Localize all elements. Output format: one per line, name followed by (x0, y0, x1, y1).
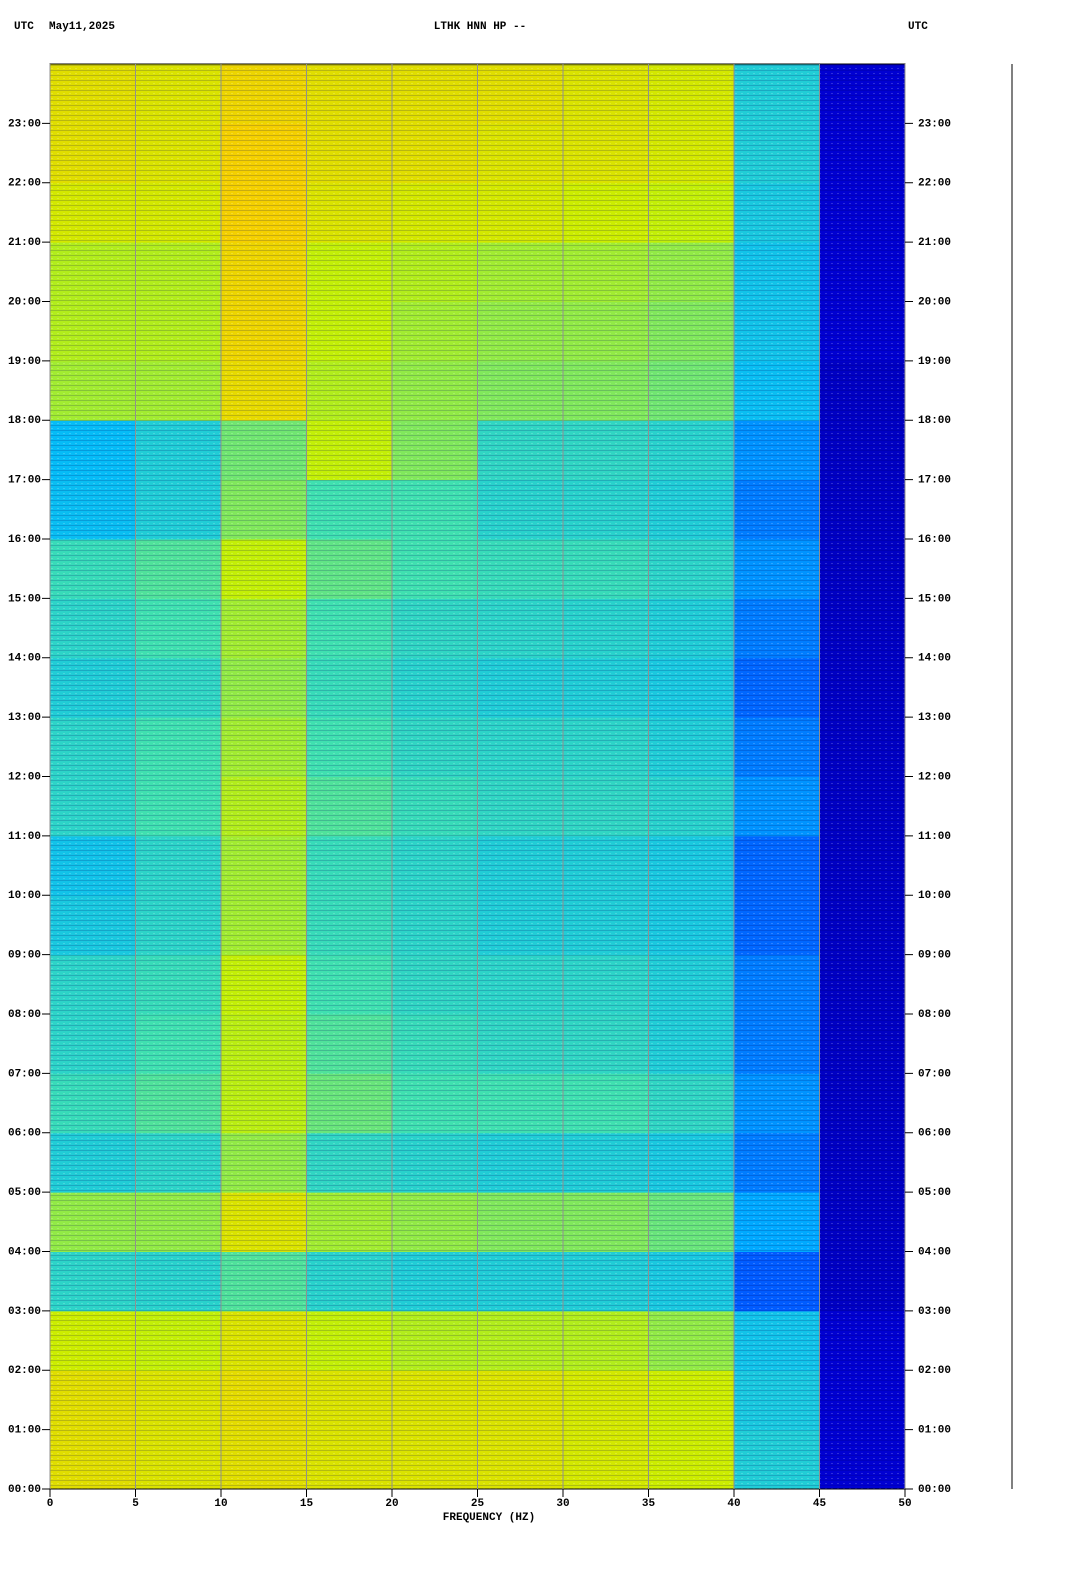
y-tick-label-right: 18:00 (918, 415, 951, 427)
x-tick-label: 20 (385, 1498, 398, 1510)
y-tick-label-right: 20:00 (918, 296, 951, 308)
y-tick-label-right: 05:00 (918, 1187, 951, 1199)
y-tick-label-right: 23:00 (918, 118, 951, 130)
y-tick-label-right: 16:00 (918, 534, 951, 546)
y-tick-label: 16:00 (8, 534, 41, 546)
y-tick-label: 13:00 (8, 712, 41, 724)
y-tick-label: 02:00 (8, 1365, 41, 1377)
y-tick-label: 00:00 (8, 1484, 41, 1496)
y-tick-label: 08:00 (8, 1009, 41, 1021)
y-tick-label: 09:00 (8, 950, 41, 962)
y-tick-label-right: 11:00 (918, 831, 951, 843)
y-tick-label-right: 00:00 (918, 1484, 951, 1496)
y-tick-label: 05:00 (8, 1187, 41, 1199)
y-tick-label-right: 17:00 (918, 475, 951, 487)
y-tick-label-right: 07:00 (918, 1068, 951, 1080)
y-tick-label-right: 21:00 (918, 237, 951, 249)
date: May11,2025 (49, 21, 115, 33)
y-tick-label-right: 02:00 (918, 1365, 951, 1377)
y-tick-label-right: 04:00 (918, 1246, 951, 1258)
x-tick-label: 30 (556, 1498, 569, 1510)
y-tick-label: 19:00 (8, 356, 41, 368)
y-tick-label-right: 14:00 (918, 653, 951, 665)
y-tick-label: 18:00 (8, 415, 41, 427)
y-tick-label: 06:00 (8, 1128, 41, 1140)
x-axis-label: FREQUENCY (HZ) (443, 1512, 535, 1524)
y-tick-label-right: 15:00 (918, 593, 951, 605)
y-tick-label: 04:00 (8, 1246, 41, 1258)
y-tick-label: 22:00 (8, 178, 41, 190)
y-tick-label-right: 01:00 (918, 1425, 951, 1437)
x-tick-label: 10 (214, 1498, 227, 1510)
x-tick-label: 5 (132, 1498, 139, 1510)
axes: 0 5 10 15 20 25 30 35 40 45 50 00:00 00:00 01:00 01:00… (8, 63, 951, 1510)
right-utc: UTC (908, 21, 928, 33)
y-tick-label-right: 08:00 (918, 1009, 951, 1021)
y-tick-label: 20:00 (8, 296, 41, 308)
y-tick-label: 14:00 (8, 653, 41, 665)
y-tick-label: 01:00 (8, 1425, 41, 1437)
y-tick-label-right: 09:00 (918, 950, 951, 962)
x-tick-label: 45 (813, 1498, 827, 1510)
y-tick-label-right: 10:00 (918, 890, 951, 902)
y-tick-label: 21:00 (8, 237, 41, 249)
y-tick-label-right: 12:00 (918, 771, 951, 783)
x-tick-label: 15 (300, 1498, 314, 1510)
y-tick-label-right: 03:00 (918, 1306, 951, 1318)
y-tick-label: 07:00 (8, 1068, 41, 1080)
y-tick-label: 03:00 (8, 1306, 41, 1318)
left-utc: UTC (14, 21, 34, 33)
y-tick-label: 17:00 (8, 475, 41, 487)
x-tick-label: 40 (727, 1498, 740, 1510)
y-tick-label-right: 22:00 (918, 178, 951, 190)
x-tick-label: 35 (642, 1498, 656, 1510)
y-tick-label-right: 13:00 (918, 712, 951, 724)
y-tick-label: 12:00 (8, 771, 41, 783)
y-tick-label-right: 19:00 (918, 356, 951, 368)
x-tick-label: 0 (47, 1498, 54, 1510)
y-tick-label: 15:00 (8, 593, 41, 605)
y-tick-label: 23:00 (8, 118, 41, 130)
y-tick-label-right: 06:00 (918, 1128, 951, 1140)
chart-title: LTHK HNN HP -- (434, 21, 526, 33)
y-tick-label: 10:00 (8, 890, 41, 902)
x-tick-label: 25 (471, 1498, 485, 1510)
y-tick-label: 11:00 (8, 831, 41, 843)
x-tick-label: 50 (898, 1498, 911, 1510)
